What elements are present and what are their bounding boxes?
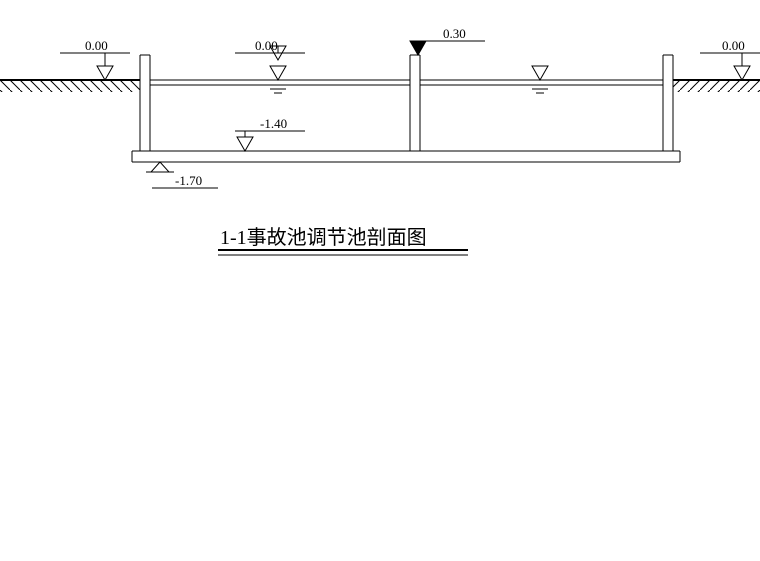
- drawing-title: 1-1事故池调节池剖面图: [220, 226, 427, 249]
- slab-support: [146, 162, 174, 172]
- elevation-label: -1.40: [260, 116, 287, 131]
- elevation-marker: -1.70: [152, 173, 218, 188]
- elevation-marker: 0.00: [60, 38, 130, 80]
- elevation-label: -1.70: [175, 173, 202, 188]
- elevation-label: 0.00: [722, 38, 745, 53]
- section-drawing: 0.00 0.00 0.30 0.00 -1.40 -1.70 1-1事故池调节池剖面图: [0, 0, 760, 561]
- elevation-marker: 0.00: [700, 38, 760, 80]
- ground-right: [673, 80, 760, 92]
- elevation-marker: 0.00: [235, 38, 305, 60]
- elevation-label: 0.00: [255, 38, 278, 53]
- elevation-marker: -1.40: [235, 116, 305, 151]
- elevation-label: 0.30: [443, 26, 466, 41]
- ground-left: [0, 80, 140, 92]
- walls: [140, 55, 673, 151]
- elevation-label: 0.00: [85, 38, 108, 53]
- base-slab: [132, 151, 680, 162]
- elevation-marker: 0.30: [410, 26, 485, 55]
